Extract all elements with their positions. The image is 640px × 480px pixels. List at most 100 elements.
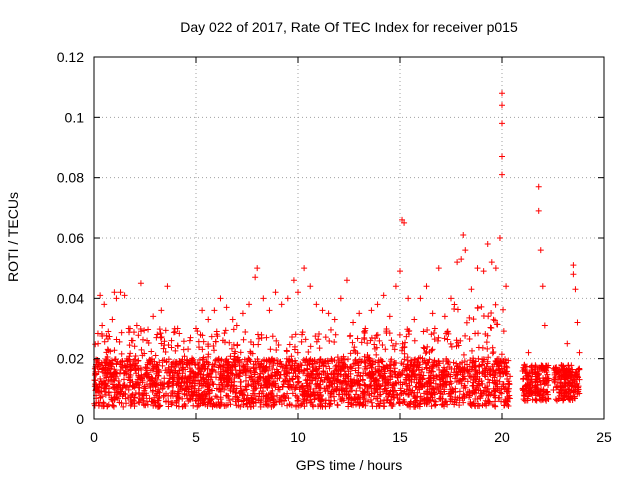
scatter-point [263,376,270,383]
scatter-point [142,402,149,409]
scatter-point [188,383,195,390]
scatter-point [404,361,411,368]
scatter-point [531,366,538,373]
scatter-point [242,328,249,335]
scatter-point [397,268,403,275]
scatter-point [132,390,139,397]
scatter-point [287,378,294,385]
scatter-point [174,342,181,349]
scatter-point [458,256,465,263]
scatter-point [133,322,140,329]
scatter-point [187,334,194,341]
scatter-point [344,381,351,388]
scatter-point [172,347,179,354]
scatter-point [260,393,267,400]
scatter-point [322,400,329,407]
scatter-point [491,317,498,324]
scatter-point [399,399,406,406]
scatter-point [398,347,405,354]
scatter-point [361,329,368,336]
scatter-point [571,395,578,402]
scatter-point [463,319,470,326]
scatter-point [439,391,446,398]
scatter-point [95,368,102,375]
scatter-point [154,331,161,338]
scatter-point [252,385,259,392]
scatter-point [254,265,261,272]
scatter-point [475,355,482,362]
scatter-point [268,394,275,401]
scatter-point [411,393,418,400]
scatter-point [381,368,388,375]
scatter-point [490,348,497,355]
scatter-point [243,401,250,408]
scatter-point [121,390,128,397]
scatter-point [260,295,267,302]
scatter-point [113,295,120,302]
scatter-point [222,327,229,334]
scatter-point [137,375,144,382]
scatter-point [428,331,435,338]
scatter-point [146,395,153,402]
scatter-point [328,381,335,388]
scatter-point [480,387,487,394]
scatter-point [110,403,117,410]
scatter-point [402,376,409,383]
scatter-point [444,357,451,364]
scatter-point [574,380,581,387]
scatter-point [139,392,146,399]
scatter-point [101,338,108,345]
scatter-point [500,306,507,313]
scatter-point [197,366,204,373]
scatter-point [367,396,374,403]
scatter-point [266,307,273,314]
scatter-point [99,333,106,340]
scatter-point [184,395,191,402]
scatter-point [198,365,205,372]
scatter-point [371,341,378,348]
scatter-point [202,395,209,402]
scatter-point [485,354,492,361]
scatter-point [405,328,412,335]
scatter-point [428,390,435,397]
scatter-point [179,395,186,402]
scatter-point [127,366,134,373]
scatter-point [426,356,433,363]
scatter-point [488,259,495,266]
scatter-point [376,382,383,389]
scatter-point [423,364,430,371]
scatter-point [361,328,368,335]
scatter-point [469,359,476,366]
scatter-point [457,366,464,373]
scatter-point [267,346,274,353]
scatter-point [328,357,335,364]
scatter-point [227,401,234,408]
scatter-point [434,384,441,391]
scatter-point [477,395,484,402]
scatter-point [294,393,301,400]
scatter-point [241,364,248,371]
scatter-point [111,347,118,354]
scatter-point [519,367,526,374]
scatter-point [498,398,505,405]
scatter-point [277,371,284,378]
scatter-point [311,395,318,402]
scatter-point [354,335,361,342]
scatter-point [361,391,368,398]
scatter-point [523,397,530,404]
scatter-point [500,381,507,388]
scatter-point [121,362,128,369]
scatter-point [215,355,222,362]
scatter-point [386,330,393,337]
scatter-point [177,382,184,389]
scatter-point [488,310,495,317]
scatter-point [362,363,369,370]
scatter-point [372,376,379,383]
scatter-point [97,375,104,382]
scatter-point [407,398,414,405]
scatter-point [499,171,505,178]
scatter-point [558,382,565,389]
scatter-point [105,328,112,335]
scatter-point [572,286,579,293]
scatter-point [107,378,114,385]
